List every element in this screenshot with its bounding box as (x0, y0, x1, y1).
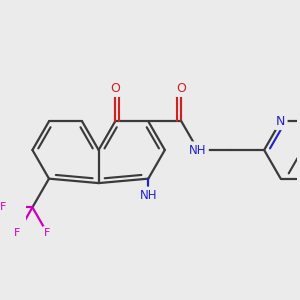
Text: O: O (176, 82, 186, 95)
Text: F: F (0, 202, 6, 212)
Text: F: F (14, 228, 21, 238)
Text: F: F (44, 228, 50, 238)
Text: O: O (110, 82, 120, 95)
Text: NH: NH (140, 189, 157, 202)
Text: N: N (276, 115, 285, 128)
Text: NH: NH (189, 143, 207, 157)
